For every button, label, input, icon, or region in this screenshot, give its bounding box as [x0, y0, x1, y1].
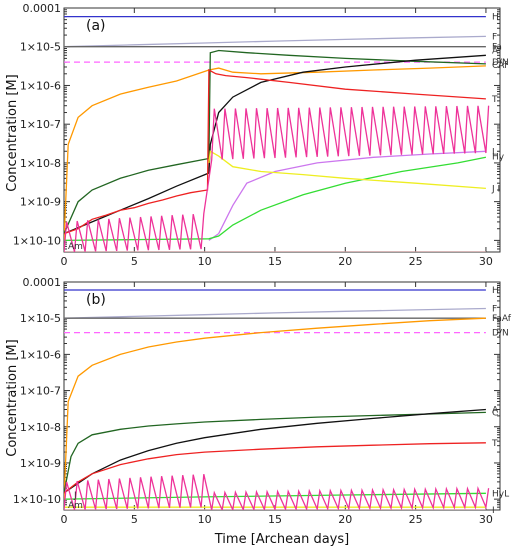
series-line-l	[64, 156, 487, 242]
series-end-label: H	[492, 13, 499, 23]
x-tick-label: 20	[338, 255, 352, 268]
y-tick-label: 1×10-9	[20, 457, 61, 470]
y-tick-label: 1×10-7	[20, 385, 61, 398]
x-tick-label: 0	[61, 255, 68, 268]
series-line-hy	[208, 150, 486, 241]
series-end-label: H	[492, 286, 499, 296]
y-tick-label: 1×10-5	[20, 312, 61, 325]
y-tick-label: 1×10-7	[20, 118, 61, 131]
y-tick-label: 1×10-10	[13, 234, 61, 247]
series-line-t	[64, 68, 486, 235]
series-end-label: F	[492, 305, 497, 315]
y-axis-label-b: Concentration [M]	[5, 339, 20, 456]
series-line-a	[64, 54, 486, 235]
series-line-c	[64, 49, 486, 234]
series-end-label: D/N	[492, 329, 509, 339]
y-tick-label: 1×10-8	[20, 421, 61, 434]
y-tick-label: 1×10-6	[20, 79, 61, 92]
series-end-label: FaAf	[492, 314, 512, 324]
series-end-label: D/N	[492, 58, 509, 68]
x-tick-label: 20	[338, 513, 352, 526]
y-tick-label: 1×10-10	[13, 493, 61, 506]
panel-a: 0 5 10 15 20 25 30 0.0001 1×10-5 1×10-6 1×10-7 1×10…	[13, 2, 509, 268]
series-end-label: Fa	[492, 43, 502, 53]
series-line-af	[64, 317, 486, 500]
series-line-oscillating	[64, 474, 490, 510]
series-line-f	[64, 35, 486, 48]
x-axis-label: Time [Archean days]	[214, 532, 349, 547]
panel-label: (b)	[86, 292, 106, 308]
panel-b: 0 5 10 15 20 25 30 0.0001 1×10-5 1×10-6 1×10-7 1×10…	[13, 276, 512, 526]
series-line-t	[64, 442, 486, 494]
y-axis-label-a: Concentration [M]	[5, 74, 20, 191]
x-tick-label: 5	[131, 255, 138, 268]
series-end-label: C	[492, 408, 498, 418]
y-tick-label: 0.0001	[23, 2, 62, 15]
series-end-label: T	[491, 95, 498, 105]
x-tick-label: 10	[198, 513, 212, 526]
series-end-label: I	[492, 506, 495, 516]
series-end-label: A	[492, 46, 499, 56]
x-tick-label: 5	[131, 513, 138, 526]
series-line-oscillating	[64, 105, 490, 252]
y-tick-label: 1×10-8	[20, 157, 61, 170]
series-line-hyl	[64, 492, 486, 500]
x-tick-label: 15	[268, 255, 282, 268]
series-end-label: J I	[491, 184, 500, 194]
series-line-a	[64, 408, 486, 494]
x-tick-label: 10	[198, 255, 212, 268]
x-tick-label: 25	[409, 513, 423, 526]
y-tick-label: 1×10-9	[20, 196, 61, 209]
inner-series-label: Am	[68, 501, 83, 511]
series-end-label: A	[492, 405, 499, 415]
series-end-label: F	[492, 32, 497, 42]
series-end-label: Hy	[492, 153, 505, 163]
y-tick-label: 0.0001	[23, 276, 62, 289]
series-end-label: CAf	[492, 61, 508, 71]
series-end-label: L	[492, 147, 497, 157]
series-line-f	[64, 307, 486, 319]
x-tick-label: 15	[268, 513, 282, 526]
x-tick-label: 30	[479, 513, 493, 526]
inner-series-label: Am	[68, 242, 83, 252]
y-tick-label: 1×10-5	[20, 41, 61, 54]
x-tick-label: 30	[479, 255, 493, 268]
y-tick-label: 1×10-6	[20, 348, 61, 361]
series-line-j	[208, 150, 486, 190]
panel-label: (a)	[86, 18, 106, 34]
series-end-label: T	[491, 439, 498, 449]
x-tick-label: 0	[61, 513, 68, 526]
x-tick-label: 25	[409, 255, 423, 268]
series-line-c	[64, 411, 486, 493]
series-end-label: HyL	[492, 489, 509, 499]
inner-series-label: J	[73, 491, 77, 501]
